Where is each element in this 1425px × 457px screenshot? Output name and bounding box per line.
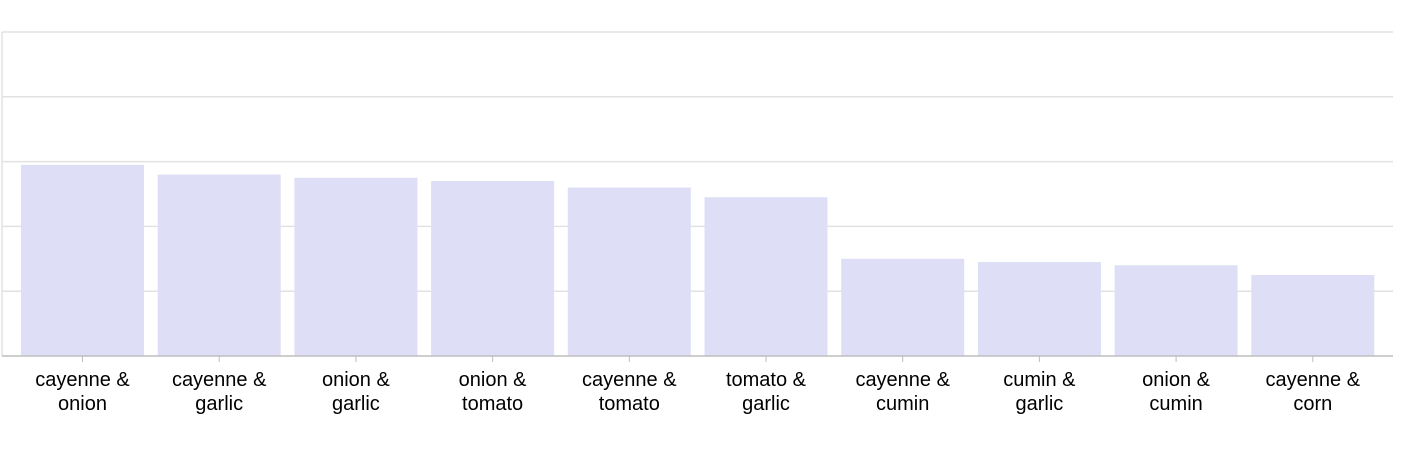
x-tick-label: cayenne & corn xyxy=(1266,369,1361,415)
x-tick-label: tomato & garlic xyxy=(726,369,807,415)
x-tick-labels: cayenne & onion cayenne & garlic onion & garl… xyxy=(35,369,1360,415)
bar xyxy=(568,188,691,356)
bar xyxy=(1115,265,1238,356)
bar xyxy=(978,262,1101,356)
bar xyxy=(158,175,281,356)
x-tick-label: cayenne & tomato xyxy=(582,369,677,415)
x-tick-label: onion & cumin xyxy=(1142,369,1210,415)
bar xyxy=(294,178,417,356)
bar xyxy=(431,181,554,356)
x-tick-label: onion & garlic xyxy=(322,369,390,415)
bar xyxy=(705,197,828,356)
bar xyxy=(1251,275,1374,356)
x-tick-label: cumin & garlic xyxy=(1003,369,1076,415)
x-tick-label: cayenne & onion xyxy=(35,369,130,415)
bars xyxy=(21,165,1374,356)
x-axis xyxy=(2,356,1393,362)
bar xyxy=(21,165,144,356)
x-tick-label: cayenne & cumin xyxy=(855,369,950,415)
x-tick-label: onion & tomato xyxy=(459,369,527,415)
bar xyxy=(841,259,964,356)
x-tick-label: cayenne & garlic xyxy=(172,369,267,415)
